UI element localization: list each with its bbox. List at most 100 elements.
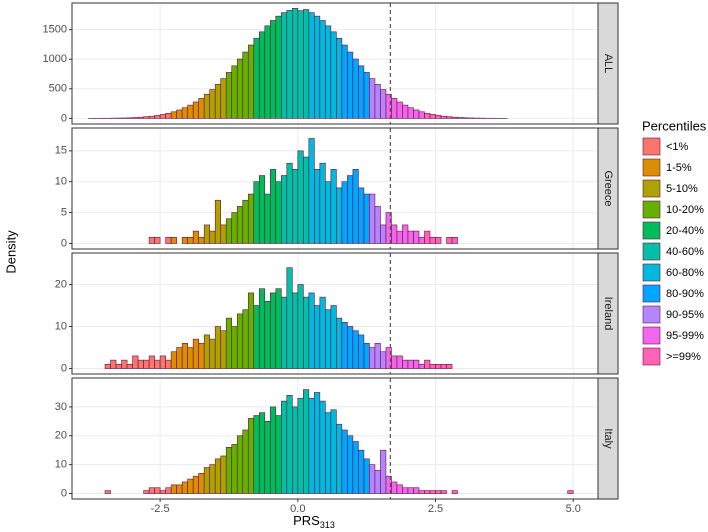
histogram-bar <box>347 326 354 369</box>
histogram-bar <box>275 181 282 244</box>
histogram-bar <box>209 464 216 494</box>
y-tick-label: 10 <box>55 176 67 188</box>
histogram-bar <box>347 435 354 494</box>
x-axis-title-main: PRS <box>293 513 320 528</box>
histogram-bar <box>391 355 398 369</box>
histogram-bar <box>165 359 172 369</box>
strip-label: Greece <box>602 170 614 206</box>
legend-key <box>642 347 661 366</box>
histogram-bar <box>203 467 210 494</box>
histogram-bar <box>352 441 359 494</box>
histogram-bar <box>341 429 348 494</box>
histogram-bar <box>352 58 359 119</box>
histogram-bar <box>176 109 183 119</box>
histogram-bar <box>192 101 199 119</box>
y-tick-label: 5 <box>61 206 67 218</box>
histogram-bar <box>440 364 447 369</box>
histogram-bar <box>110 359 117 369</box>
histogram-bar <box>330 409 337 494</box>
histogram-bar <box>363 458 370 494</box>
strip <box>597 2 619 125</box>
y-tick-label: 10 <box>55 320 67 332</box>
histogram-bar <box>418 111 425 119</box>
histogram-bar <box>297 150 304 244</box>
histogram-bar <box>187 104 194 119</box>
histogram-bar <box>137 116 144 119</box>
histogram-bar <box>314 392 321 494</box>
histogram-bar <box>347 51 354 119</box>
histogram-bar <box>292 8 299 119</box>
histogram-bar <box>435 364 442 369</box>
histogram-bar <box>358 65 365 119</box>
histogram-bar <box>380 224 387 244</box>
histogram-bar <box>435 490 442 494</box>
legend-key <box>642 200 661 219</box>
histogram-bar <box>363 193 370 244</box>
legend-key <box>642 137 661 156</box>
histogram-bar <box>352 330 359 369</box>
histogram-bar <box>413 487 420 494</box>
histogram-bar <box>242 51 249 119</box>
histogram-bar <box>214 199 222 244</box>
legend-label: 40-60% <box>666 246 704 258</box>
histogram-bar <box>148 355 155 369</box>
histogram-bar <box>391 224 398 244</box>
histogram-bar <box>446 116 453 119</box>
histogram-bar <box>165 236 172 244</box>
histogram-bar <box>242 429 249 494</box>
histogram-bar <box>170 351 177 369</box>
histogram-bar <box>286 9 293 119</box>
y-tick-label: 0 <box>61 487 67 499</box>
histogram-bar <box>292 406 299 494</box>
legend-label: 80-90% <box>666 288 704 300</box>
x-tick-label: 5.0 <box>566 503 581 515</box>
histogram-bar <box>104 490 111 494</box>
histogram-bar <box>220 78 227 119</box>
histogram-bar <box>330 169 337 244</box>
histogram-bar <box>159 355 166 369</box>
histogram-bar <box>435 115 442 119</box>
histogram-bar <box>292 169 299 244</box>
histogram-bar <box>170 236 177 244</box>
histogram-bar <box>292 292 299 369</box>
histogram-bar <box>308 12 315 119</box>
histogram-bar <box>258 31 266 119</box>
histogram-bar <box>303 296 310 369</box>
histogram-bar <box>203 334 210 369</box>
histogram-bar <box>286 267 293 369</box>
histogram-bar <box>446 236 453 244</box>
histogram-bar <box>297 284 304 369</box>
histogram-bar <box>115 364 122 369</box>
histogram-bar <box>231 212 238 244</box>
histogram-bar <box>247 44 255 119</box>
histogram-bar <box>330 31 337 119</box>
histogram-bar <box>336 423 343 494</box>
histogram-bar <box>319 20 326 119</box>
histogram-bar <box>132 355 139 369</box>
histogram-bar <box>297 397 304 494</box>
legend-label: <1% <box>666 141 689 153</box>
legend-key <box>642 263 661 282</box>
histogram-bar <box>209 338 216 369</box>
histogram-bar <box>451 116 458 119</box>
histogram-bar <box>192 338 199 369</box>
histogram-bar <box>214 326 222 369</box>
histogram-bar <box>269 169 277 244</box>
histogram-bar <box>369 347 376 369</box>
y-tick-label: 30 <box>55 401 67 413</box>
histogram-bar <box>264 193 271 244</box>
histogram-bar <box>275 15 282 119</box>
histogram-bar <box>308 397 315 494</box>
strip <box>597 377 619 500</box>
histogram-bar <box>236 435 244 494</box>
histogram-bar <box>159 490 166 494</box>
strip <box>597 127 619 250</box>
histogram-bar <box>203 93 210 119</box>
histogram-bar <box>231 326 238 369</box>
histogram-bar <box>380 89 387 119</box>
y-tick-label: 20 <box>55 278 67 290</box>
histogram-bar <box>258 412 266 494</box>
histogram-bar <box>165 487 172 494</box>
legend-title: Percentiles <box>642 118 707 133</box>
legend-label: 90-95% <box>666 309 704 321</box>
